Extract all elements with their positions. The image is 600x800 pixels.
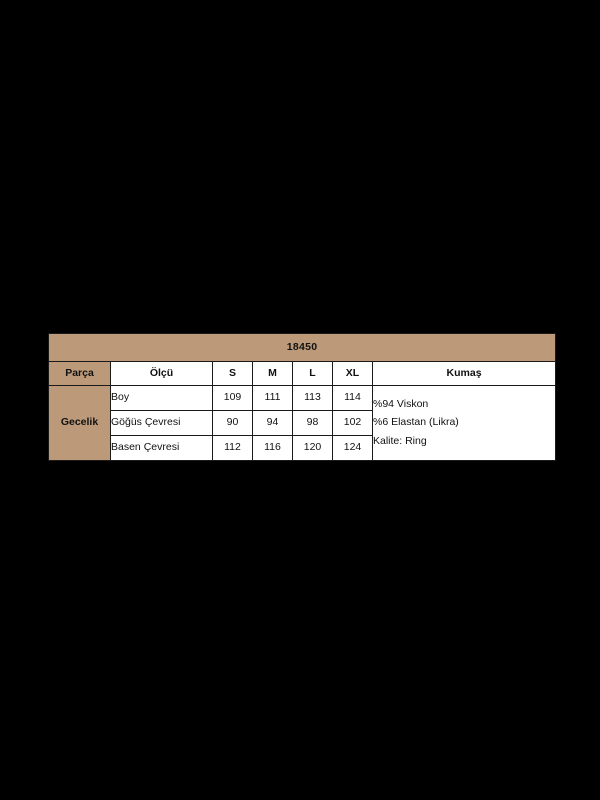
column-header-size-m: M [252, 361, 293, 386]
measure-label-cell: Boy [110, 385, 213, 411]
column-header-size-l: L [292, 361, 333, 386]
fabric-line-kalite: Kalite: Ring [373, 434, 427, 447]
fabric-line-elastan: %6 Elastan (Likra) [373, 416, 459, 429]
column-header-kumas: Kumaş [371, 361, 557, 386]
table-row: Göğüs Çevresi 90 94 98 102 [49, 410, 556, 436]
value-cell-xl: 114 [332, 385, 373, 411]
value-cell-xl: 102 [332, 410, 373, 436]
column-header-olcu: Ölçü [110, 361, 213, 386]
part-name-cell: Gecelik [48, 385, 111, 461]
measure-label-cell: Basen Çevresi [110, 435, 213, 461]
product-code-title: 18450 [47, 333, 557, 362]
value-cell-m: 111 [252, 385, 293, 411]
fabric-line-viskon: %94 Viskon [373, 398, 429, 411]
value-cell-s: 112 [212, 435, 253, 461]
value-cell-l: 120 [292, 435, 333, 461]
value-cell-l: 98 [292, 410, 333, 436]
column-header-parca: Parça [48, 361, 111, 386]
value-cell-m: 116 [252, 435, 293, 461]
table-row: Gecelik Boy 109 111 113 114 %94 Viskon %… [48, 385, 557, 461]
size-chart-table: 18450 Parça Ölçü S M L XL Kumaş Gecelik … [47, 333, 557, 461]
fabric-composition-cell: %94 Viskon %6 Elastan (Likra) Kalite: Ri… [371, 385, 557, 461]
table-title-row: 18450 [47, 333, 557, 362]
size-chart-container: 18450 Parça Ölçü S M L XL Kumaş Gecelik … [44, 329, 557, 463]
measure-label-cell: Göğüs Çevresi [110, 410, 213, 436]
value-cell-s: 90 [212, 410, 253, 436]
value-cell-s: 109 [212, 385, 253, 411]
column-header-size-xl: XL [332, 361, 373, 386]
value-cell-xl: 124 [332, 435, 373, 461]
value-cell-m: 94 [252, 410, 293, 436]
table-row: Basen Çevresi 112 116 120 124 [49, 435, 556, 461]
table-header-row: Parça Ölçü S M L XL Kumaş [48, 361, 557, 386]
value-cell-l: 113 [292, 385, 333, 411]
column-header-size-s: S [212, 361, 253, 386]
